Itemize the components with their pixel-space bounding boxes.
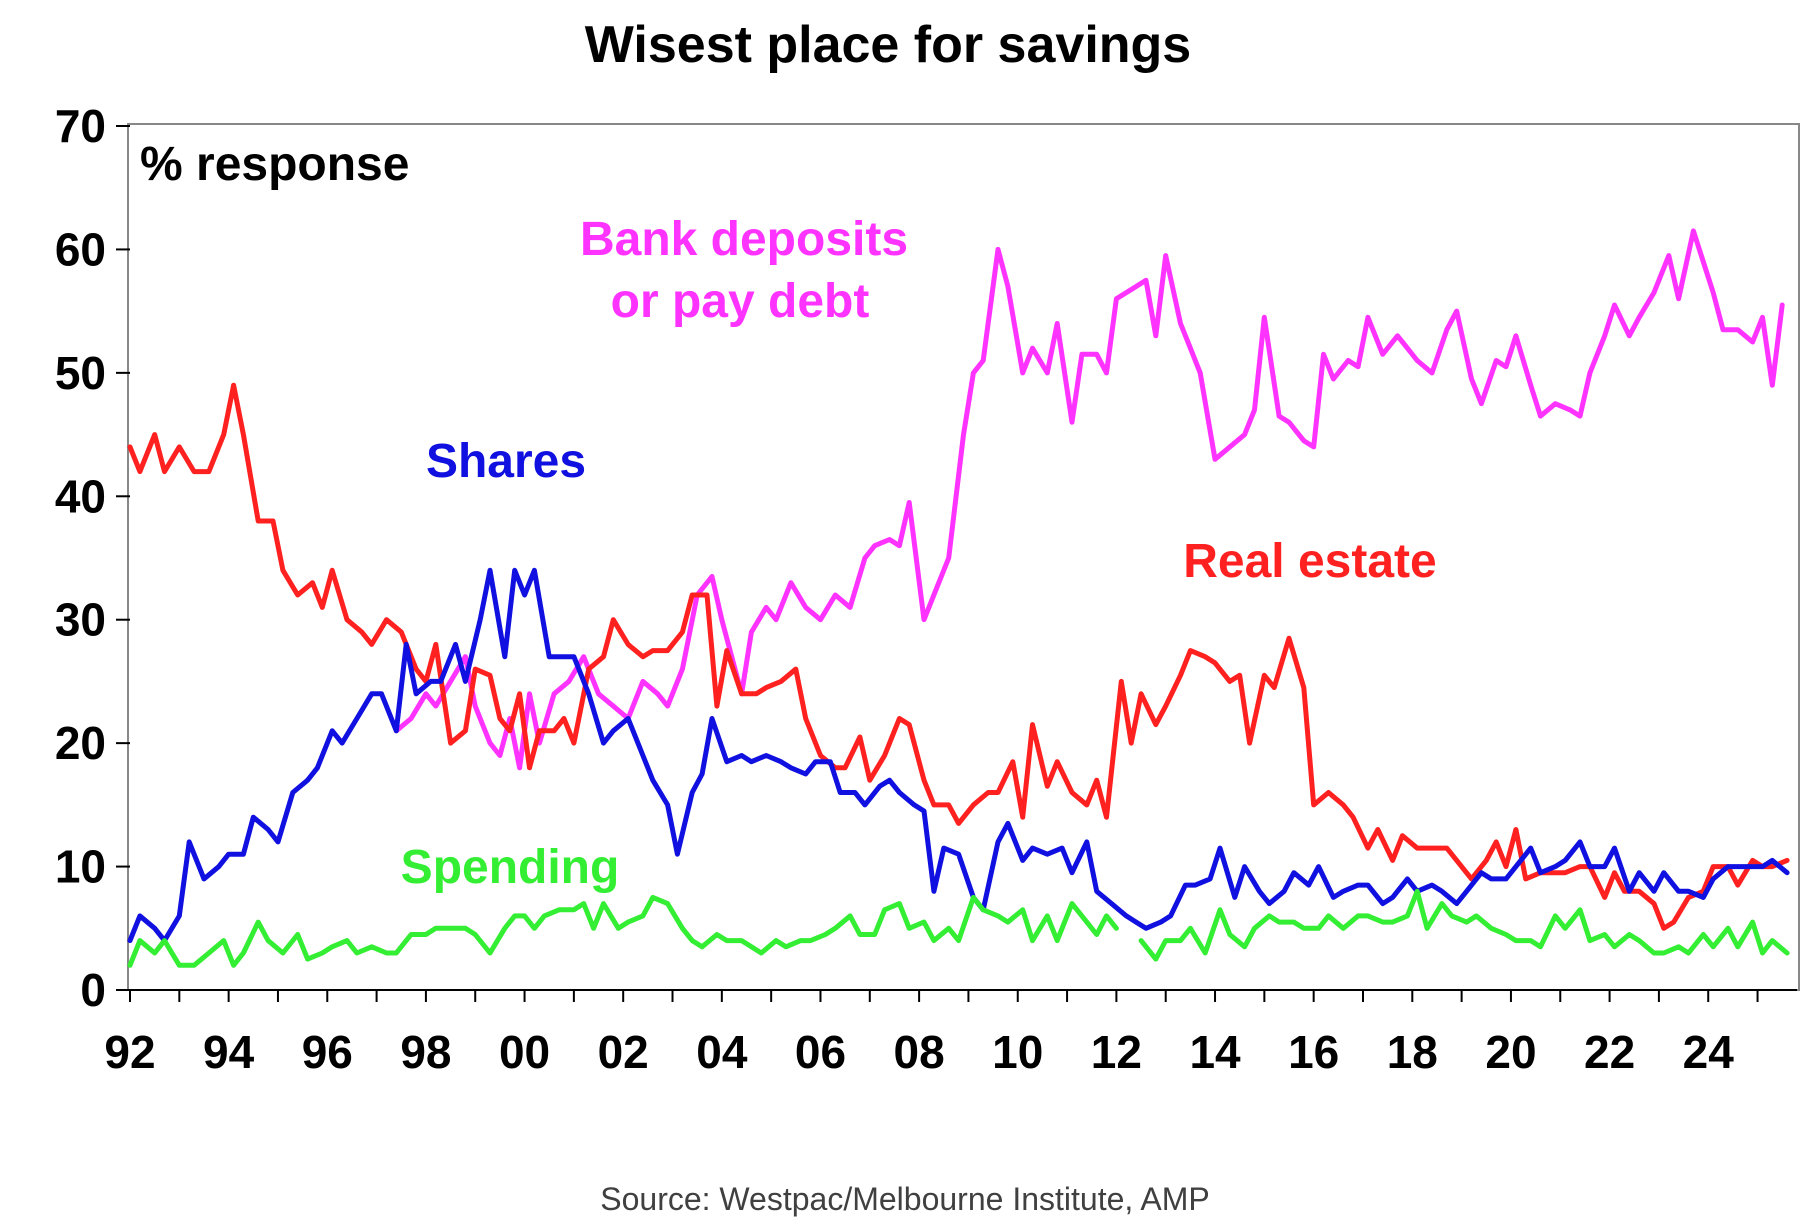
x-tick-label: 22 bbox=[1584, 1026, 1635, 1078]
y-tick-label: 30 bbox=[55, 594, 106, 646]
y-axis: 0 10 20 30 40 50 60 70 bbox=[55, 100, 130, 1016]
series-label-line: or pay debt bbox=[611, 275, 870, 328]
series-line-bank-deposits-or-pay-debt bbox=[393, 228, 1785, 771]
chart-title: Wisest place for savings bbox=[585, 16, 1191, 74]
x-tick-label: 18 bbox=[1387, 1026, 1438, 1078]
x-tick-label: 16 bbox=[1288, 1026, 1339, 1078]
series-label-real-estate: Real estate bbox=[1183, 535, 1436, 588]
x-tick-label: 10 bbox=[992, 1026, 1043, 1078]
series-line-spending bbox=[127, 894, 1119, 968]
series-line-spending bbox=[1138, 888, 1790, 962]
series-label-spending: Spending bbox=[401, 841, 620, 894]
y-tick-label: 40 bbox=[55, 470, 106, 522]
x-tick-label: 00 bbox=[499, 1026, 550, 1078]
unit-label: % response bbox=[140, 138, 409, 191]
y-tick-label: 20 bbox=[55, 717, 106, 769]
series-label-line: Bank deposits bbox=[580, 213, 908, 266]
x-axis: 92 94 96 98 00 02 04 06 08 10 12 14 16 18 20 22 24 bbox=[104, 989, 1797, 1078]
series-line-shares bbox=[127, 567, 1790, 944]
x-tick-label: 24 bbox=[1683, 1026, 1735, 1078]
x-tick-label: 04 bbox=[696, 1026, 748, 1078]
source-note: Source: Westpac/Melbourne Institute, AMP bbox=[600, 1181, 1209, 1217]
series-label-bank-deposits: Bank deposits or pay debt bbox=[580, 213, 908, 328]
x-tick-label: 12 bbox=[1091, 1026, 1142, 1078]
x-tick-label: 02 bbox=[598, 1026, 649, 1078]
x-tick-label: 92 bbox=[104, 1026, 155, 1078]
x-tick-label: 14 bbox=[1189, 1026, 1241, 1078]
x-tick-label: 98 bbox=[400, 1026, 451, 1078]
y-tick-label: 50 bbox=[55, 347, 106, 399]
series-line-real-estate bbox=[127, 382, 1790, 931]
y-tick-label: 0 bbox=[80, 964, 106, 1016]
y-tick-label: 70 bbox=[55, 100, 106, 152]
y-tick-label: 60 bbox=[55, 223, 106, 275]
x-tick-label: 20 bbox=[1485, 1026, 1536, 1078]
y-tick-label: 10 bbox=[55, 841, 106, 893]
x-tick-label: 08 bbox=[894, 1026, 945, 1078]
x-tick-label: 06 bbox=[795, 1026, 846, 1078]
x-tick-label: 96 bbox=[302, 1026, 353, 1078]
x-tick-label: 94 bbox=[203, 1026, 255, 1078]
series-label-shares: Shares bbox=[426, 435, 586, 488]
series-layer bbox=[127, 228, 1790, 968]
series-labels: Bank deposits or pay debt Shares Real estat… bbox=[401, 213, 1437, 894]
